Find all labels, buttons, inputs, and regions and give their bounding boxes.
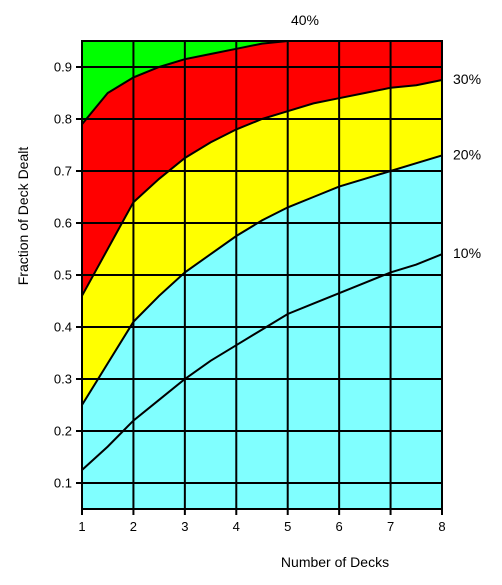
region-label-10%: 10% bbox=[453, 245, 481, 261]
region-labels: 40% 30% 20% 10% bbox=[291, 12, 481, 261]
y-tick-label-0.7: 0.7 bbox=[54, 164, 72, 179]
x-axis: 1 2 3 4 5 6 7 8 bbox=[78, 509, 446, 534]
y-tick-label-0.5: 0.5 bbox=[54, 268, 72, 283]
x-tick-label-5: 5 bbox=[284, 519, 291, 534]
x-tick-label-1: 1 bbox=[78, 519, 85, 534]
y-tick-label-0.8: 0.8 bbox=[54, 112, 72, 127]
boundary-line-20% bbox=[81, 154, 443, 406]
y-tick-label-0.9: 0.9 bbox=[54, 60, 72, 75]
y-tick-label-0.6: 0.6 bbox=[54, 216, 72, 231]
x-tick-label-3: 3 bbox=[181, 519, 188, 534]
area-below-10% bbox=[82, 254, 442, 509]
y-tick-label-0.1: 0.1 bbox=[54, 476, 72, 491]
area-bands bbox=[82, 41, 442, 509]
boundary-line-10% bbox=[81, 253, 443, 471]
y-tick-label-0.4: 0.4 bbox=[54, 320, 72, 335]
x-tick-label-6: 6 bbox=[336, 519, 343, 534]
area-band-40% bbox=[82, 41, 442, 296]
boundary-line-30% bbox=[81, 79, 443, 297]
area-band-20% bbox=[82, 80, 442, 405]
y-tick-label-0.3: 0.3 bbox=[54, 372, 72, 387]
region-label-20%: 20% bbox=[453, 146, 481, 162]
y-axis: 0.1 0.2 0.3 0.4 0.5 0.6 0.7 0.8 0.9 bbox=[54, 60, 82, 491]
x-axis-label: Number of Decks bbox=[281, 554, 389, 570]
area-band-10% bbox=[82, 155, 442, 470]
x-tick-label-7: 7 bbox=[387, 519, 394, 534]
region-label-40%: 40% bbox=[291, 12, 319, 28]
x-tick-label-8: 8 bbox=[438, 519, 445, 534]
region-label-30%: 30% bbox=[453, 71, 481, 87]
x-tick-label-4: 4 bbox=[233, 519, 240, 534]
y-tick-label-0.2: 0.2 bbox=[54, 424, 72, 439]
y-axis-label: Fraction of Deck Dealt bbox=[15, 147, 31, 286]
area-above-40% bbox=[82, 41, 442, 125]
x-tick-label-2: 2 bbox=[130, 519, 137, 534]
